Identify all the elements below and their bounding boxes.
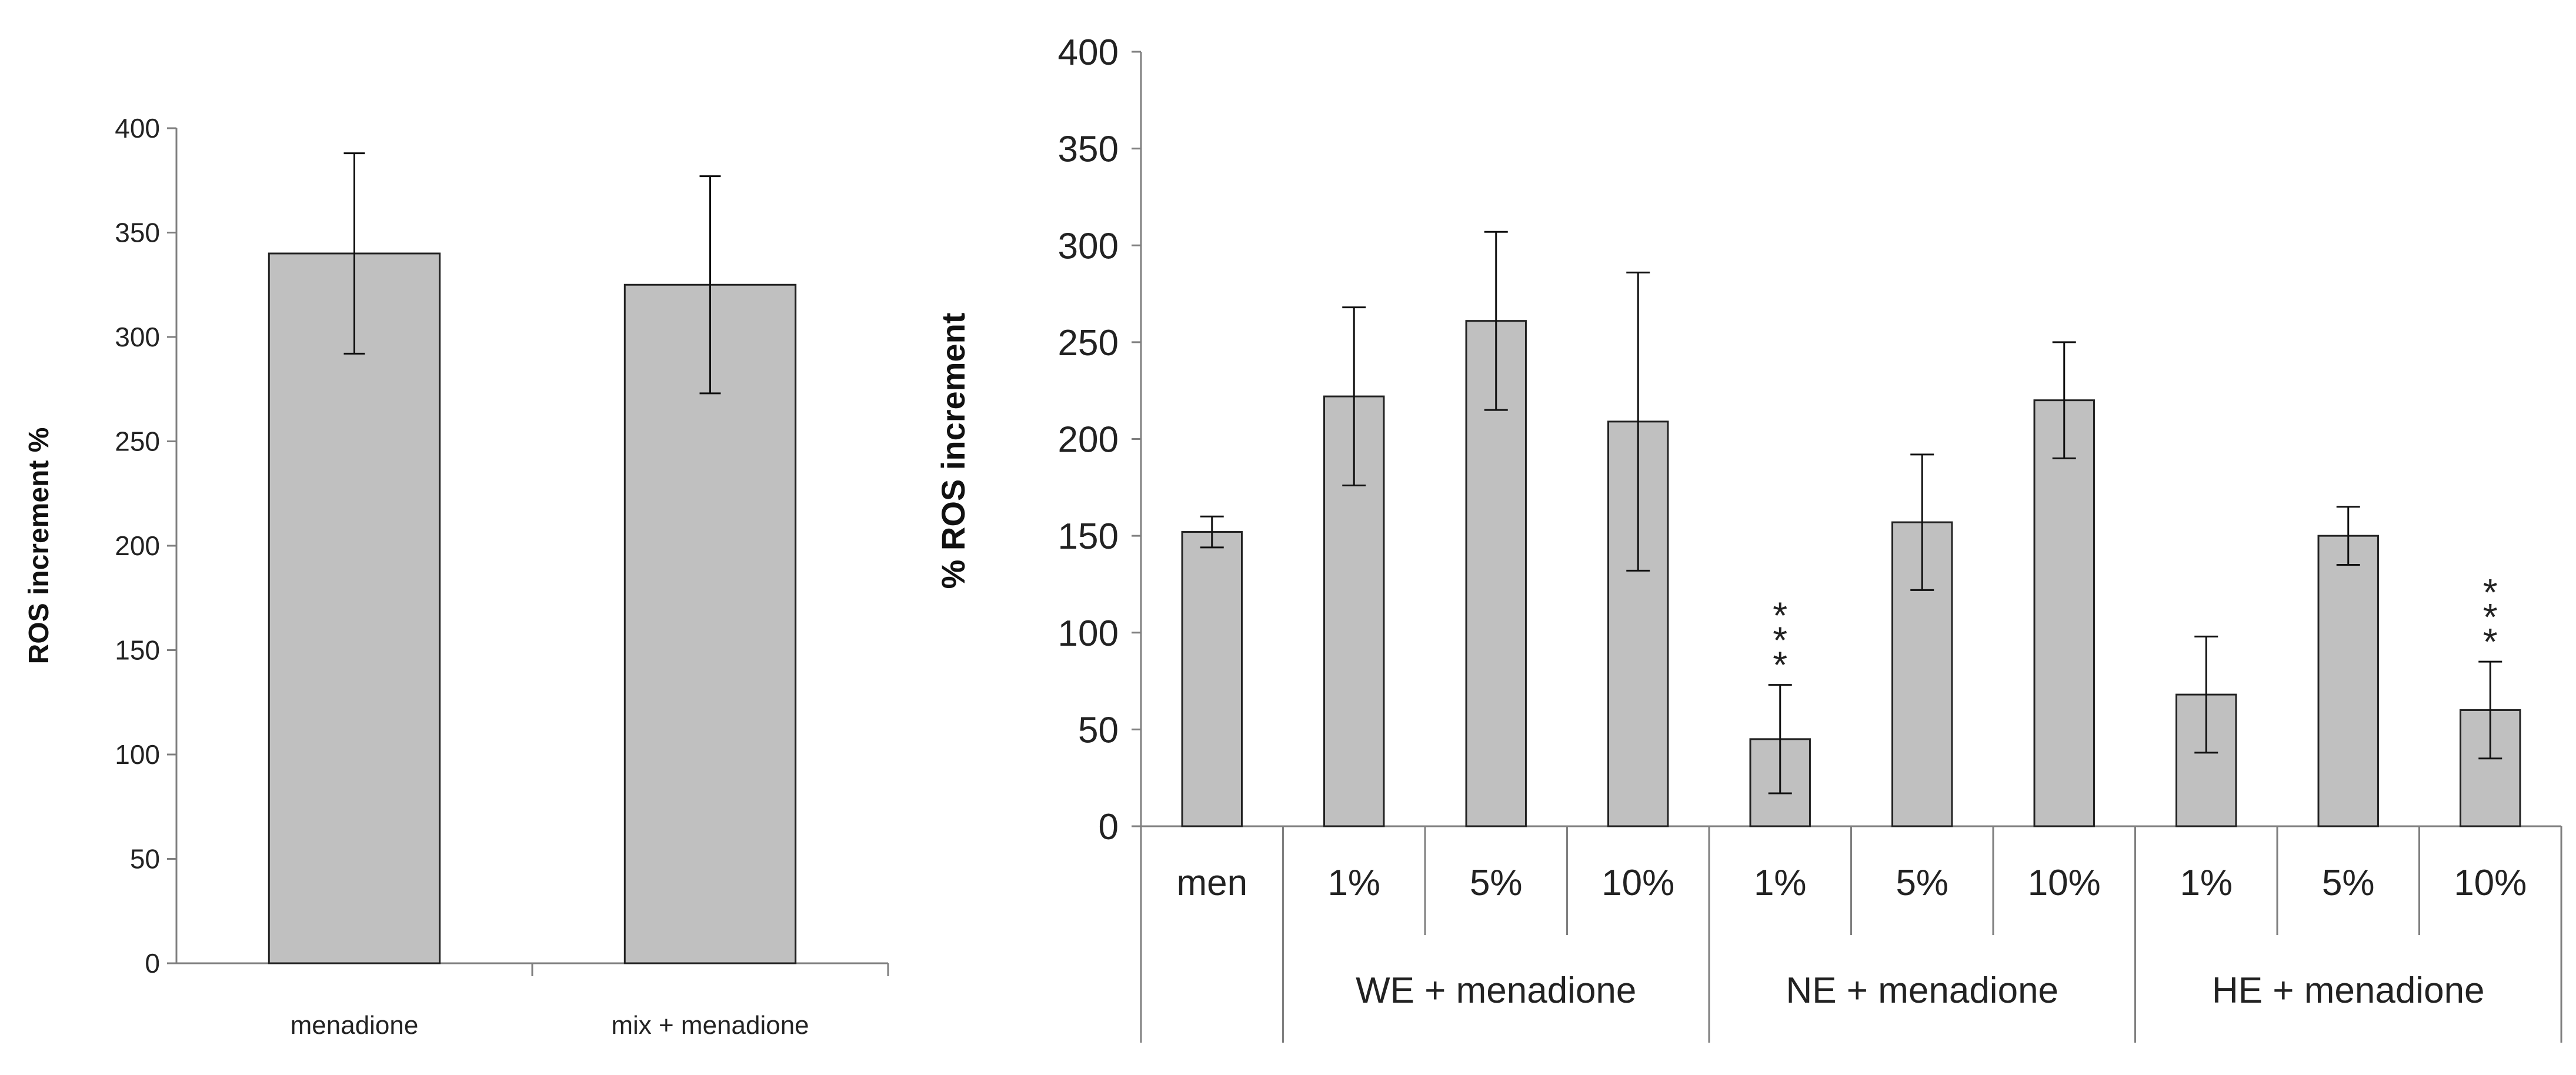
y-tick-label: 400 xyxy=(1058,32,1119,73)
y-tick-label: 150 xyxy=(1058,516,1119,557)
y-tick-label: 300 xyxy=(115,322,160,352)
significance-marker: * xyxy=(1773,644,1787,686)
significance-marker: * xyxy=(2483,620,2498,663)
bar xyxy=(2317,535,2379,827)
significance-marker: * xyxy=(1773,595,1787,637)
x-tick-label: 5% xyxy=(1896,863,1948,903)
group-label: WE + menadione xyxy=(1356,970,1636,1011)
y-tick-label: 0 xyxy=(1099,807,1119,847)
bar xyxy=(2033,399,2095,827)
x-tick-label: mix + menadione xyxy=(611,1011,809,1040)
y-axis-title: % ROS increment xyxy=(935,313,972,589)
x-tick-label: 5% xyxy=(2322,863,2375,903)
y-tick-label: 150 xyxy=(115,635,160,666)
y-tick-label: 200 xyxy=(115,530,160,561)
group-label: NE + menadione xyxy=(1786,970,2058,1011)
y-tick-label: 350 xyxy=(1058,129,1119,170)
y-tick-label: 250 xyxy=(115,426,160,457)
x-tick-label: 10% xyxy=(2028,863,2101,903)
x-tick-label: 1% xyxy=(2180,863,2233,903)
bar xyxy=(268,252,441,964)
y-tick-label: 50 xyxy=(1078,710,1119,750)
y-tick-label: 400 xyxy=(115,113,160,143)
y-tick-label: 250 xyxy=(1058,323,1119,363)
y-tick-label: 100 xyxy=(115,739,160,770)
x-tick-label: 1% xyxy=(1754,863,1807,903)
x-tick-label: 10% xyxy=(1601,863,1674,903)
significance-marker: * xyxy=(1773,619,1787,662)
x-tick-label: 1% xyxy=(1327,863,1380,903)
y-tick-label: 100 xyxy=(1058,613,1119,654)
x-tick-label: menadione xyxy=(291,1011,419,1040)
x-tick-label: men xyxy=(1176,863,1247,903)
y-tick-label: 200 xyxy=(1058,420,1119,460)
bar xyxy=(623,283,797,964)
left-chart: 0 50 100 150 200 250 300 350 400 menadione mix + m… xyxy=(24,113,889,1040)
bar xyxy=(1181,531,1243,827)
y-tick-label: 50 xyxy=(130,844,160,874)
y-axis-title: ROS increment % xyxy=(24,428,55,665)
x-tick-label: 10% xyxy=(2454,863,2527,903)
significance-marker: * xyxy=(2483,571,2498,613)
y-tick-label: 350 xyxy=(115,218,160,248)
group-label: HE + menadione xyxy=(2212,970,2485,1011)
y-tick-label: 300 xyxy=(1058,226,1119,266)
y-tick-label: 0 xyxy=(145,948,160,979)
x-tick-label: 5% xyxy=(1470,863,1523,903)
significance-marker: * xyxy=(2483,596,2498,638)
